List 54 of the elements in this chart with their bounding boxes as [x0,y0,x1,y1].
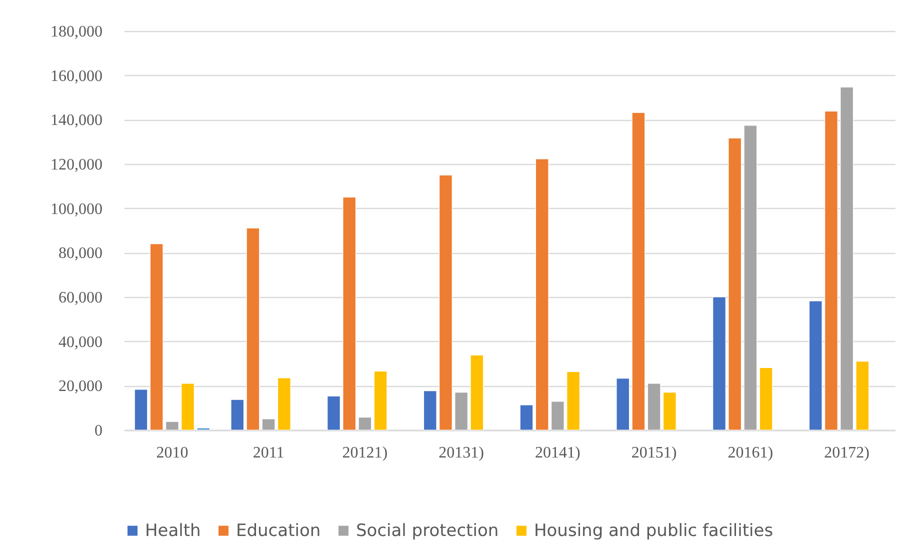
bar [647,383,661,430]
x-tick-label: 20131) [438,444,484,462]
bar [262,418,276,430]
y-tick-label: 0 [94,422,102,440]
bar [840,86,854,430]
bar [454,392,468,430]
y-tick-label: 140,000 [50,112,102,130]
y-tick-label: 60,000 [58,290,102,306]
y-tick-label: 100,000 [50,200,102,218]
bar [134,389,148,430]
bar [374,370,388,430]
x-tick-label: 2010 [156,444,188,462]
legend-label: Education [236,520,321,541]
x-tick-label: 2011 [252,444,284,462]
legend-label: Housing and public facilities [534,520,774,541]
x-tick-label: 20121) [342,444,388,462]
y-tick-label: 40,000 [58,334,102,351]
bar [712,296,726,430]
y-tick-label: 160,000 [50,68,102,85]
bar [246,228,260,430]
bar [824,110,838,430]
bar [181,383,194,430]
bar [439,174,452,430]
bar [632,112,646,430]
bar [150,244,164,430]
y-tick-label: 20,000 [58,378,102,396]
bar [327,396,340,430]
bar [728,138,742,430]
bar [759,367,773,430]
bar [342,196,356,430]
bar [550,401,564,430]
bar [358,417,372,430]
bar [535,158,549,430]
bar [856,360,870,430]
bar [566,371,580,430]
bar [470,354,484,430]
x-tick-label: 20161) [728,444,774,462]
bar [277,378,291,430]
bar [616,378,630,430]
bar [423,390,437,430]
y-tick-label: 180,000 [50,24,102,40]
bar [662,392,676,430]
x-tick-label: 20172) [824,444,870,462]
x-tick-label: 20141) [535,444,580,462]
y-tick-label: 120,000 [50,156,102,174]
bar [230,399,244,430]
legend-label: Health [145,520,201,541]
legend-label: Social protection [356,520,499,541]
bar [165,421,179,430]
y-tick-label: 80,000 [58,245,102,262]
x-tick-label: 20151) [631,444,677,462]
bar [808,300,822,430]
bar [744,125,758,430]
bar [520,404,534,430]
